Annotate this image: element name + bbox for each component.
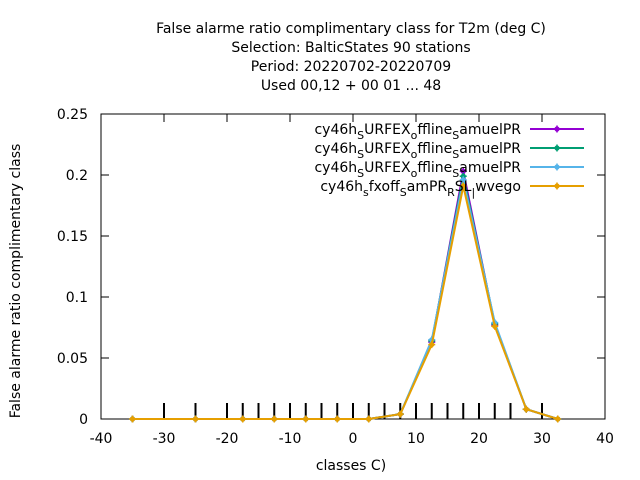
legend: cy46hSURFEXofflineSamuelPRcy46hSURFEXoff… [314,122,584,199]
x-tick-label: -40 [90,431,113,447]
legend-subscript: R [447,186,455,199]
chart-title-line: Used 00,12 + 00 01 ... 48 [261,78,441,94]
series-line [132,185,559,420]
data-point [553,182,561,190]
class-marks [163,403,543,419]
data-point [192,415,199,423]
x-tick-label: 0 [349,431,358,447]
legend-subscript: o [411,148,418,161]
x-axis: -40 -30 -20 -10 0 10 20 30 40 [90,114,614,447]
legend-subscript: S [400,186,407,199]
y-tick-label: 0.05 [57,351,88,367]
data-point [553,163,561,171]
series-line [132,171,559,420]
data-point [302,415,310,423]
legend-subscript: s [363,186,369,199]
data-point [522,405,530,413]
data-point [333,415,341,423]
legend-subscript: S [357,148,364,161]
data-point [239,415,247,423]
data-point [459,176,467,184]
legend-text: amuelPR [459,160,521,176]
x-axis-label: classes C) [316,458,386,474]
legend-subscript: S [452,129,459,142]
x-tick-label: 30 [533,431,551,447]
series-1 [129,167,562,423]
data-point [365,415,373,423]
y-axis-label: False alarme ratio complimentary class [8,144,24,419]
legend-text: cy46h [314,122,357,138]
y-tick-label: 0 [79,412,88,428]
data-point [553,144,561,152]
data-point [553,125,561,133]
series-line [132,179,559,420]
legend-subscript: S [452,148,459,161]
chart-title-line: Selection: BalticStates 90 stations [231,40,470,56]
legend-text: URFEX [364,122,411,138]
data-point [396,410,404,418]
legend-swatch [530,182,584,190]
legend-subscript: o [411,167,418,180]
series-line [132,175,559,420]
legend-entry-label: cy46hsfxoffSamPRRSL|wvego [320,179,521,199]
chart-title-line: Period: 20220702-20220709 [251,59,451,75]
data-point [428,341,436,349]
x-tick-label: -10 [279,431,302,447]
y-axis: 0 0.05 0.1 0.15 0.2 0.25 [57,107,605,428]
y-tick-label: 0.15 [57,229,88,245]
x-tick-label: -20 [216,431,239,447]
series-3 [129,176,562,423]
x-tick-label: 20 [470,431,488,447]
legend-text: ffline [417,122,452,138]
legend-text: URFEX [364,141,411,157]
legend-subscript: S [452,167,459,180]
x-tick-label: -30 [153,431,176,447]
legend-text: amPR [407,179,448,195]
y-tick-label: 0.2 [66,168,88,184]
legend-entry-label: cy46hSURFEXofflineSamuelPR [314,122,521,142]
x-tick-label: 10 [407,431,425,447]
legend-swatch [530,125,584,133]
legend-text: SL [455,179,472,195]
legend-text: URFEX [364,160,411,176]
y-tick-label: 0.25 [57,107,88,123]
legend-entry-label: cy46hSURFEXofflineSamuelPR [314,141,521,161]
legend-swatch [530,163,584,171]
legend-text: ffline [417,141,452,157]
x-tick-label: 40 [596,431,614,447]
legend-text: cy46h [314,160,357,176]
data-point [554,415,562,423]
legend-text: amuelPR [459,122,521,138]
data-point [270,415,278,423]
data-point [491,322,499,330]
legend-subscript: | [471,186,475,199]
legend-subscript: o [411,129,418,142]
legend-text: fxoff [369,179,400,195]
legend-text: cy46h [320,179,363,195]
series-4 [129,182,562,423]
legend-subscript: S [357,167,364,180]
y-tick-label: 0.1 [66,290,88,306]
series-lines [129,167,562,423]
legend-subscript: S [357,129,364,142]
data-point [129,415,136,423]
data-point [459,182,467,190]
legend-entry-label: cy46hSURFEXofflineSamuelPR [314,160,521,180]
chart-title-line: False alarme ratio complimentary class f… [156,21,546,37]
legend-text: amuelPR [459,141,521,157]
legend-text: ffline [417,160,452,176]
legend-text: cy46h [314,141,357,157]
chart-title: False alarme ratio complimentary class f… [156,21,546,94]
legend-text: wvego [475,179,521,195]
legend-swatch [530,144,584,152]
series-2 [129,172,562,423]
